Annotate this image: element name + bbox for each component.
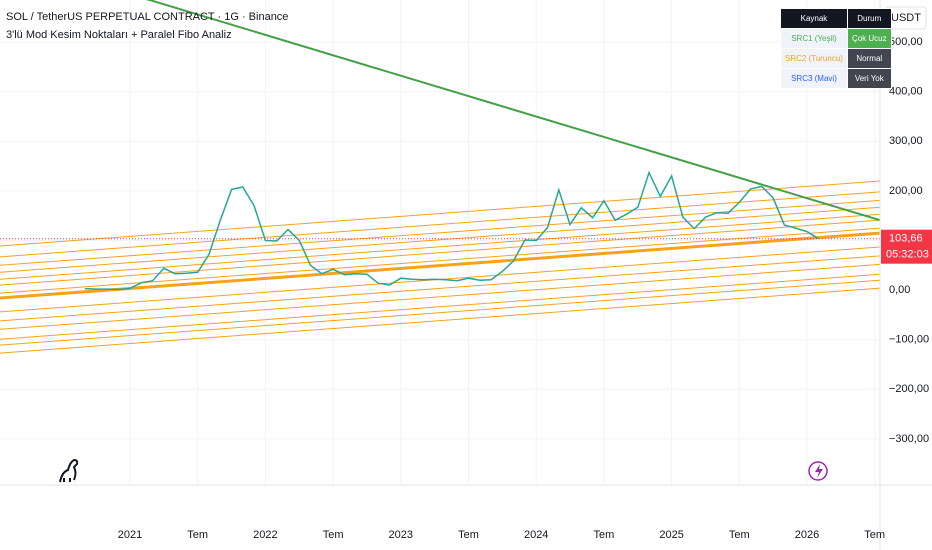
y-tick-label: −100,00 (889, 334, 929, 346)
x-tick-label: 2025 (659, 529, 683, 541)
fib-line (0, 227, 880, 294)
table-cell: SRC1 (Yeşil) (780, 28, 848, 49)
fib-line (0, 191, 880, 258)
status-table: Kaynak Durum SRC1 (Yeşil) Çok Ucuz SRC2 … (780, 8, 892, 89)
x-tick-label: Tem (594, 529, 615, 541)
logo (59, 458, 79, 483)
currency[interactable]: USDT (891, 12, 921, 24)
trend-line (146, 0, 880, 222)
x-tick-label: 2024 (524, 529, 548, 541)
y-tick-label: 200,00 (889, 185, 923, 197)
fib-line (0, 279, 880, 346)
table-header: Durum (846, 8, 892, 29)
y-tick-label: −200,00 (889, 383, 929, 395)
x-tick-label: Tem (458, 529, 479, 541)
fib-line (0, 199, 880, 266)
y-tick-label: 0,00 (889, 284, 910, 296)
x-tick-label: Tem (729, 529, 750, 541)
table-cell: SRC3 (Mavi) (780, 68, 848, 89)
fib-line (0, 273, 880, 340)
fib-line (0, 287, 880, 354)
price-label-box (881, 229, 932, 264)
x-tick-label: Tem (323, 529, 344, 541)
table-cell: Veri Yok (846, 68, 892, 89)
x-tick-label: Tem (187, 529, 208, 541)
x-tick-label: 2021 (118, 529, 142, 541)
y-tick-label: 300,00 (889, 135, 923, 147)
table-cell: SRC2 (Turuncu) (780, 48, 848, 69)
fib-line (0, 263, 880, 330)
alert-bolt (815, 464, 823, 478)
price-line (84, 170, 819, 291)
table-cell: Normal (846, 48, 892, 69)
price-label: 103,66 (889, 233, 923, 245)
indicator-name: 3'lü Mod Kesim Noktaları + Paralel Fibo … (6, 29, 232, 41)
x-tick-label: 2022 (253, 529, 277, 541)
fib-line (0, 213, 880, 280)
channel-line (0, 231, 880, 300)
x-tick-label: 2023 (389, 529, 413, 541)
fib-line (0, 219, 880, 286)
fib-line (0, 206, 880, 273)
countdown: 05:32:03 (886, 249, 929, 261)
chart-title: SOL / TetherUS PERPETUAL CONTRACT · 1G ·… (6, 11, 288, 23)
x-tick-label: 2026 (795, 529, 819, 541)
table-cell: Çok Ucuz (846, 28, 892, 49)
x-tick-label: Tem (864, 529, 885, 541)
plot (0, 0, 880, 354)
y-tick-label: 500,00 (889, 36, 923, 48)
y-tick-label: −300,00 (889, 433, 929, 445)
fib-line (0, 180, 880, 247)
table-header: Kaynak (780, 8, 848, 29)
y-tick-label: 400,00 (889, 86, 923, 98)
fib-line (0, 255, 880, 322)
